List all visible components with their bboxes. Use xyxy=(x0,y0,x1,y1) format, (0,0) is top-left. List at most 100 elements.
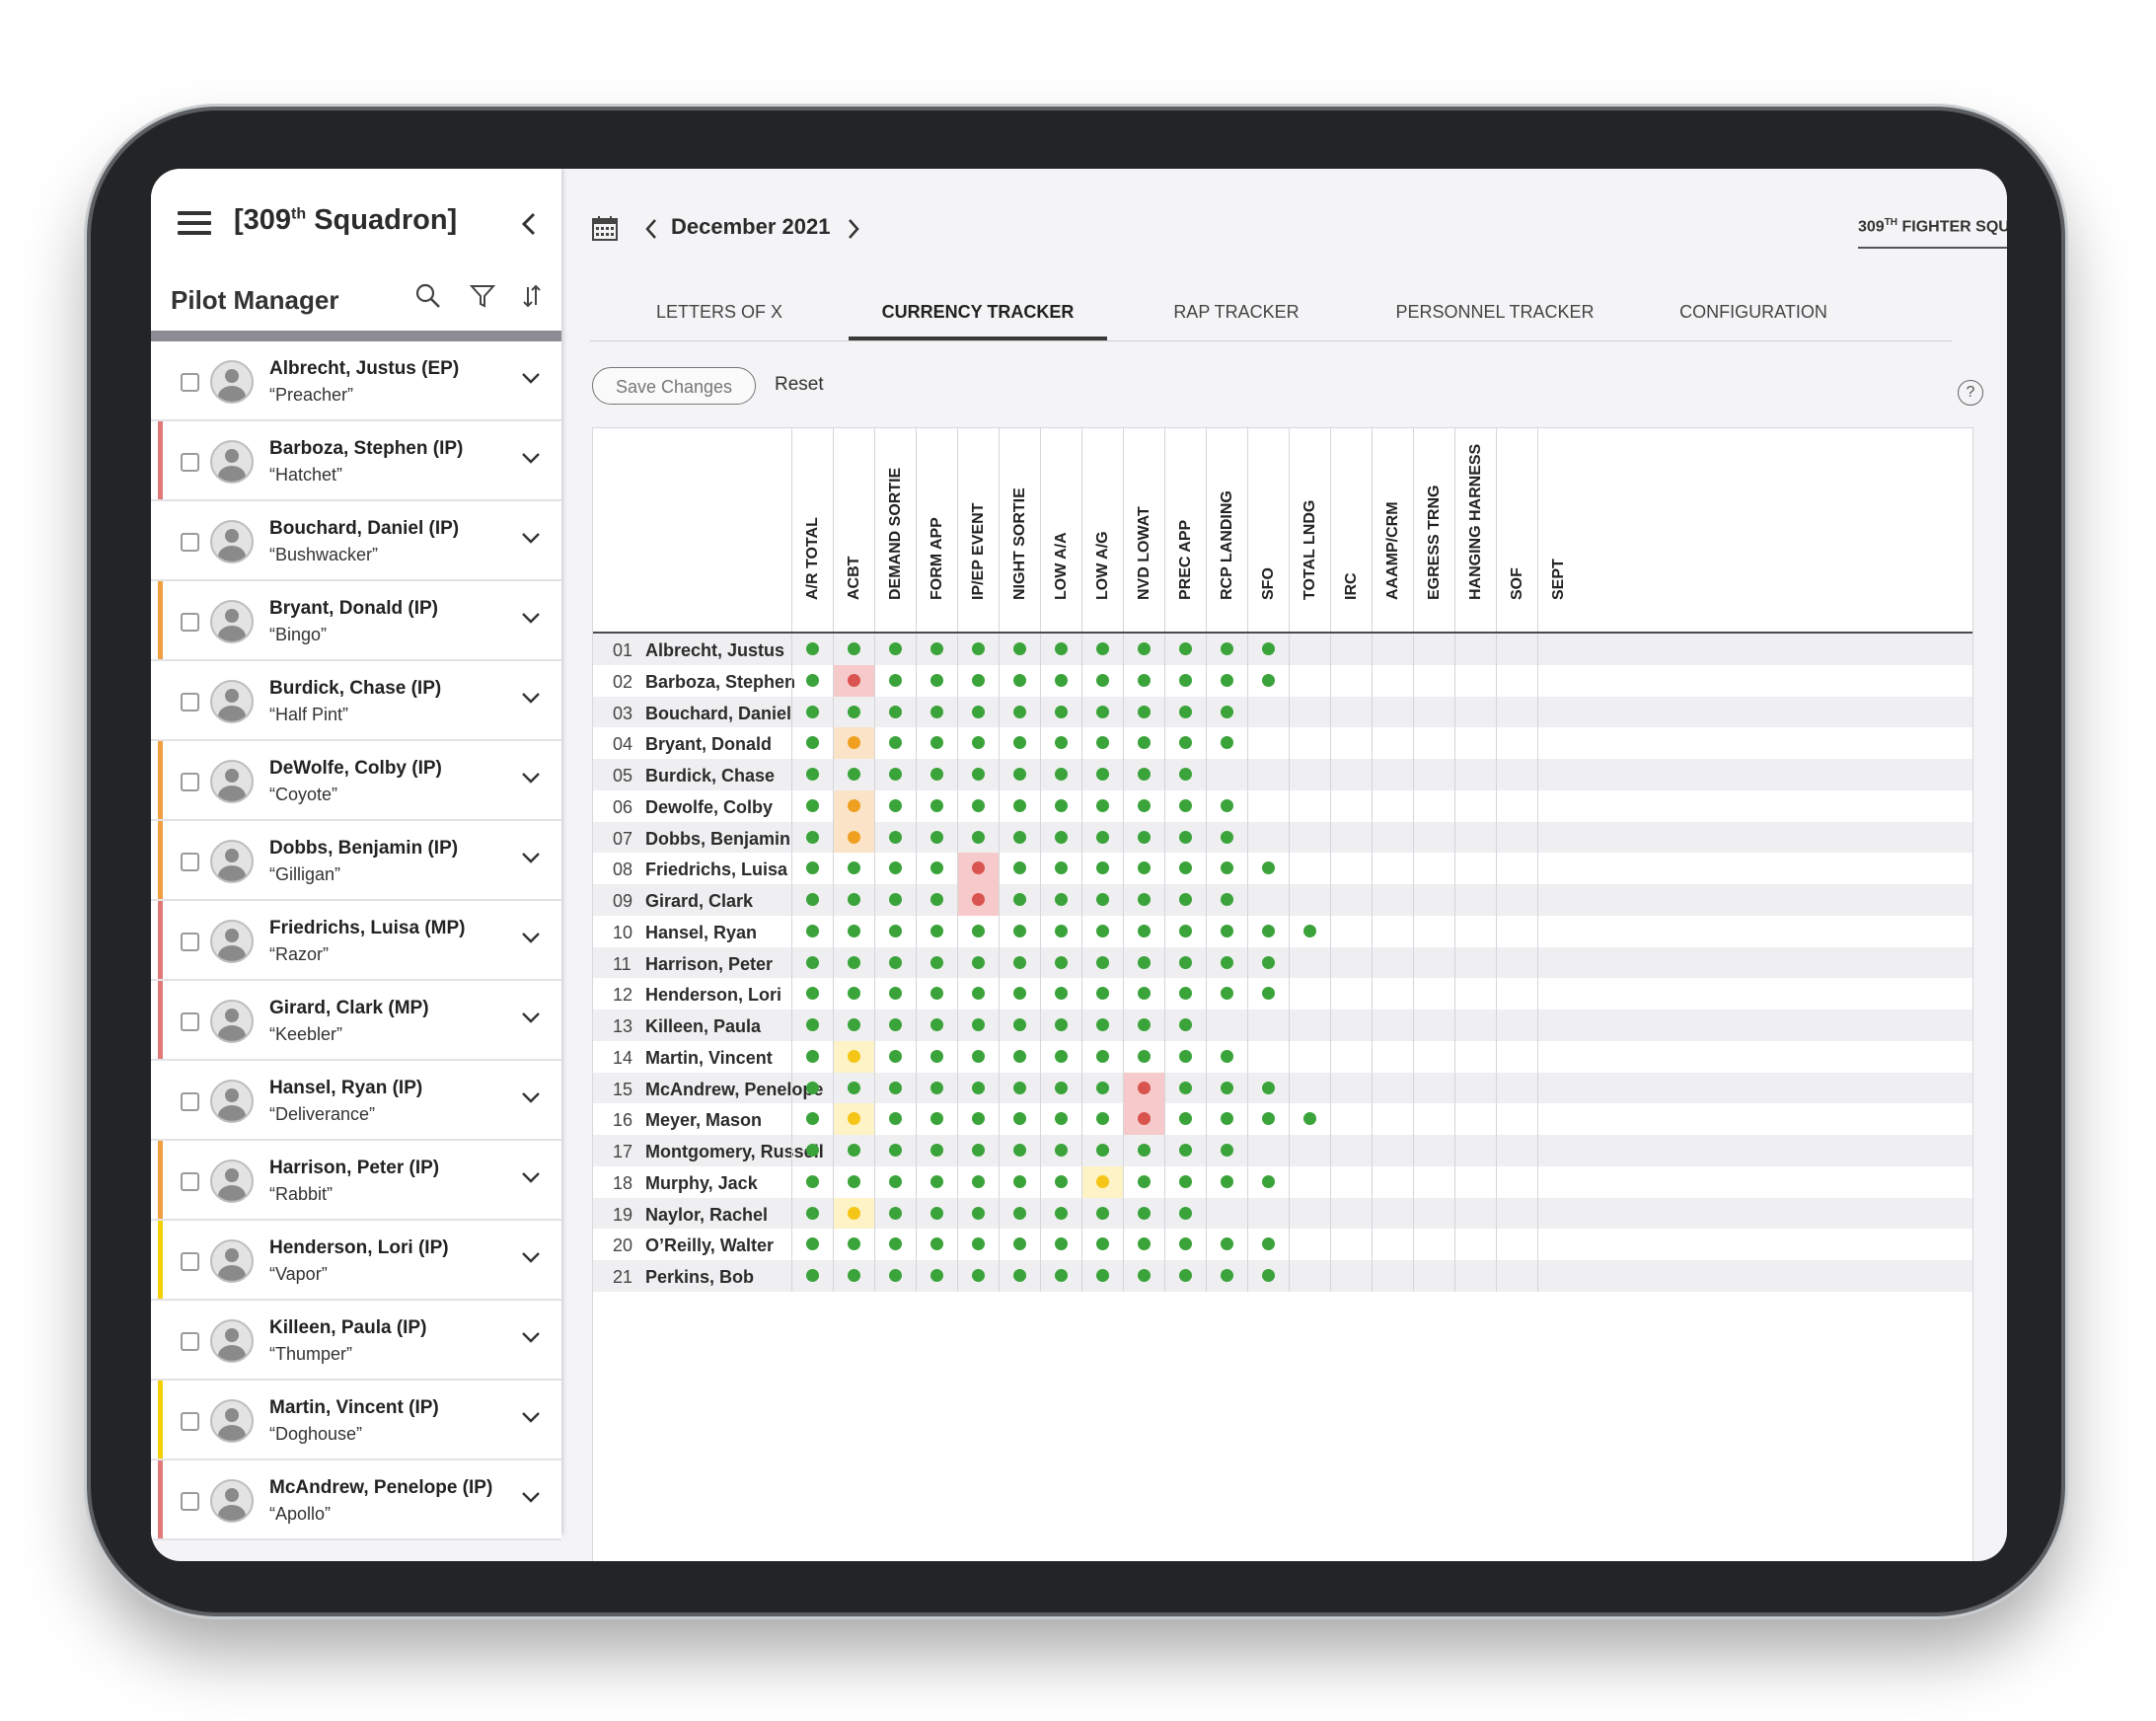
status-cell[interactable] xyxy=(1206,1229,1248,1260)
status-cell[interactable] xyxy=(1123,946,1165,979)
status-cell[interactable] xyxy=(1454,821,1497,854)
table-row[interactable]: 16 Meyer, Mason xyxy=(593,1103,1972,1135)
status-cell[interactable] xyxy=(1289,946,1331,979)
status-cell[interactable] xyxy=(1330,1040,1373,1073)
status-cell[interactable] xyxy=(1040,1040,1082,1073)
table-row[interactable]: 21 Perkins, Bob xyxy=(593,1260,1972,1292)
table-row[interactable]: 19 Naylor, Rachel xyxy=(593,1197,1972,1230)
status-cell[interactable] xyxy=(1413,946,1455,979)
status-cell[interactable] xyxy=(1206,696,1248,728)
status-cell[interactable] xyxy=(1123,915,1165,947)
status-cell[interactable] xyxy=(1537,1229,1580,1260)
status-cell[interactable] xyxy=(791,946,834,979)
status-cell[interactable] xyxy=(1496,1040,1538,1073)
status-cell[interactable] xyxy=(1081,1197,1124,1230)
status-cell[interactable] xyxy=(1413,634,1455,665)
status-cell[interactable] xyxy=(1040,696,1082,728)
status-cell[interactable] xyxy=(957,915,1000,947)
status-cell[interactable] xyxy=(957,1103,1000,1135)
status-cell[interactable] xyxy=(999,978,1041,1010)
status-cell[interactable] xyxy=(1496,915,1538,947)
chevron-down-icon[interactable] xyxy=(520,371,542,387)
status-cell[interactable] xyxy=(1289,759,1331,790)
status-cell[interactable] xyxy=(957,634,1000,665)
status-cell[interactable] xyxy=(833,1040,875,1073)
status-cell[interactable] xyxy=(1040,1010,1082,1041)
status-cell[interactable] xyxy=(874,759,917,790)
status-cell[interactable] xyxy=(833,821,875,854)
status-cell[interactable] xyxy=(1330,1072,1373,1104)
chevron-down-icon[interactable] xyxy=(520,691,542,707)
pilot-list-item[interactable]: Girard, Clark (MP) “Keebler” xyxy=(151,981,561,1061)
status-cell[interactable] xyxy=(1372,1229,1414,1260)
status-cell[interactable] xyxy=(1040,946,1082,979)
status-cell[interactable] xyxy=(1496,634,1538,665)
pilot-checkbox[interactable] xyxy=(181,373,199,392)
tab-letters-of-x[interactable]: LETTERS OF X xyxy=(655,302,783,322)
status-cell[interactable] xyxy=(1081,634,1124,665)
status-cell[interactable] xyxy=(1289,1010,1331,1041)
status-cell[interactable] xyxy=(1454,978,1497,1010)
status-cell[interactable] xyxy=(1330,884,1373,916)
chevron-down-icon[interactable] xyxy=(520,1330,542,1346)
status-cell[interactable] xyxy=(1496,696,1538,728)
status-cell[interactable] xyxy=(916,853,958,884)
pilot-list-item[interactable]: Friedrichs, Luisa (MP) “Razor” xyxy=(151,901,561,981)
status-cell[interactable] xyxy=(1206,1072,1248,1104)
status-cell[interactable] xyxy=(1454,1072,1497,1104)
status-cell[interactable] xyxy=(791,915,834,947)
squadron-select[interactable]: 309TH FIGHTER SQUADRON xyxy=(1858,209,2007,249)
help-icon[interactable]: ? xyxy=(1958,380,1983,406)
status-cell[interactable] xyxy=(1206,727,1248,759)
status-cell[interactable] xyxy=(999,1229,1041,1260)
status-cell[interactable] xyxy=(1164,853,1207,884)
status-cell[interactable] xyxy=(1206,1103,1248,1135)
status-cell[interactable] xyxy=(916,1229,958,1260)
status-cell[interactable] xyxy=(1289,1260,1331,1292)
chevron-down-icon[interactable] xyxy=(520,1090,542,1106)
status-cell[interactable] xyxy=(1372,1197,1414,1230)
status-cell[interactable] xyxy=(1247,1229,1290,1260)
status-cell[interactable] xyxy=(791,727,834,759)
pilot-checkbox[interactable] xyxy=(181,1172,199,1191)
pilot-checkbox[interactable] xyxy=(181,1012,199,1031)
chevron-down-icon[interactable] xyxy=(520,1250,542,1266)
status-cell[interactable] xyxy=(1454,727,1497,759)
status-cell[interactable] xyxy=(957,1197,1000,1230)
status-cell[interactable] xyxy=(1123,1229,1165,1260)
status-cell[interactable] xyxy=(1372,1165,1414,1198)
status-cell[interactable] xyxy=(1496,727,1538,759)
status-cell[interactable] xyxy=(874,915,917,947)
status-cell[interactable] xyxy=(1164,1010,1207,1041)
status-cell[interactable] xyxy=(1289,634,1331,665)
status-cell[interactable] xyxy=(1537,696,1580,728)
status-cell[interactable] xyxy=(916,696,958,728)
status-cell[interactable] xyxy=(1454,1197,1497,1230)
status-cell[interactable] xyxy=(791,759,834,790)
status-cell[interactable] xyxy=(874,978,917,1010)
status-cell[interactable] xyxy=(957,853,1000,884)
status-cell[interactable] xyxy=(1123,1260,1165,1292)
status-cell[interactable] xyxy=(1330,727,1373,759)
status-cell[interactable] xyxy=(999,727,1041,759)
status-cell[interactable] xyxy=(1372,789,1414,822)
status-cell[interactable] xyxy=(1247,1135,1290,1166)
status-cell[interactable] xyxy=(874,1197,917,1230)
status-cell[interactable] xyxy=(874,1165,917,1198)
status-cell[interactable] xyxy=(1537,727,1580,759)
status-cell[interactable] xyxy=(874,789,917,822)
pilot-list-item[interactable]: Dobbs, Benjamin (IP) “Gilligan” xyxy=(151,821,561,901)
status-cell[interactable] xyxy=(1247,759,1290,790)
status-cell[interactable] xyxy=(1247,1165,1290,1198)
status-cell[interactable] xyxy=(1372,884,1414,916)
status-cell[interactable] xyxy=(791,1040,834,1073)
status-cell[interactable] xyxy=(1247,1197,1290,1230)
pilot-list-item[interactable]: Barboza, Stephen (IP) “Hatchet” xyxy=(151,421,561,501)
status-cell[interactable] xyxy=(1289,1040,1331,1073)
status-cell[interactable] xyxy=(1040,1135,1082,1166)
status-cell[interactable] xyxy=(957,696,1000,728)
status-cell[interactable] xyxy=(1454,1229,1497,1260)
status-cell[interactable] xyxy=(1247,884,1290,916)
status-cell[interactable] xyxy=(1496,789,1538,822)
status-cell[interactable] xyxy=(1206,853,1248,884)
